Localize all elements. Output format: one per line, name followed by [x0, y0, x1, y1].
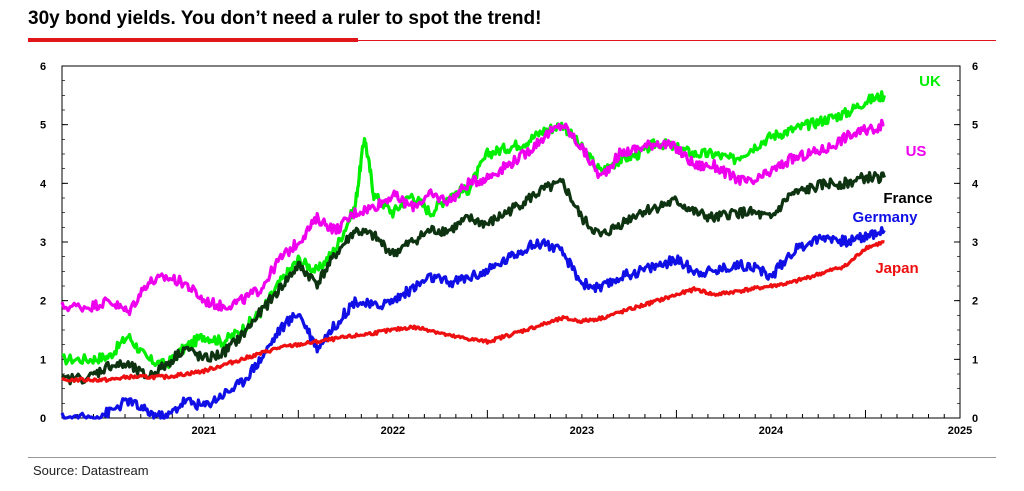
y-tick-label-left: 2: [40, 296, 46, 308]
series-line-japan: [61, 240, 885, 383]
y-tick-label-right: 0: [972, 413, 978, 425]
series-line-uk: [61, 90, 886, 370]
y-axis-left: 0 1 2 3 4 5 6: [40, 61, 68, 425]
y-tick-label-left: 3: [40, 237, 46, 249]
series-label-us: US: [906, 143, 927, 160]
series-line-us: [60, 118, 885, 317]
source-note: Source: Datastream: [33, 463, 149, 478]
series-label-uk: UK: [919, 73, 941, 90]
x-axis: 2021 2022 2023 2024 2025: [61, 410, 972, 437]
y-tick-label-left: 5: [40, 120, 46, 132]
x-tick-label: 2025: [948, 425, 972, 437]
y-tick-label-left: 0: [40, 413, 46, 425]
series-line-france: [61, 171, 886, 386]
y-tick-label-right: 1: [972, 354, 978, 366]
series-lines: [60, 90, 886, 420]
series-label-france: France: [883, 190, 932, 207]
y-tick-label-right: 2: [972, 296, 978, 308]
chart-title: 30y bond yields. You don’t need a ruler …: [28, 8, 542, 29]
title-rule: [28, 40, 996, 41]
series-labels: UK US France Germany Japan: [852, 73, 941, 277]
series-label-germany: Germany: [852, 209, 918, 226]
y-tick-label-left: 4: [40, 178, 47, 190]
x-tick-label: 2022: [381, 425, 405, 437]
series-line-germany: [60, 226, 886, 420]
y-tick-label-right: 5: [972, 120, 978, 132]
x-tick-label: 2023: [570, 425, 594, 437]
y-tick-label-left: 6: [40, 61, 46, 73]
x-tick-label: 2024: [759, 425, 784, 437]
y-tick-label-left: 1: [40, 354, 46, 366]
x-tick-label: 2021: [192, 425, 216, 437]
y-tick-label-right: 6: [972, 61, 978, 73]
y-tick-label-right: 3: [972, 237, 978, 249]
footer-rule: [28, 457, 996, 458]
y-axis-right: 0 1 2 3 4 5 6: [954, 61, 979, 425]
y-tick-label-right: 4: [972, 178, 979, 190]
series-label-japan: Japan: [875, 260, 918, 277]
